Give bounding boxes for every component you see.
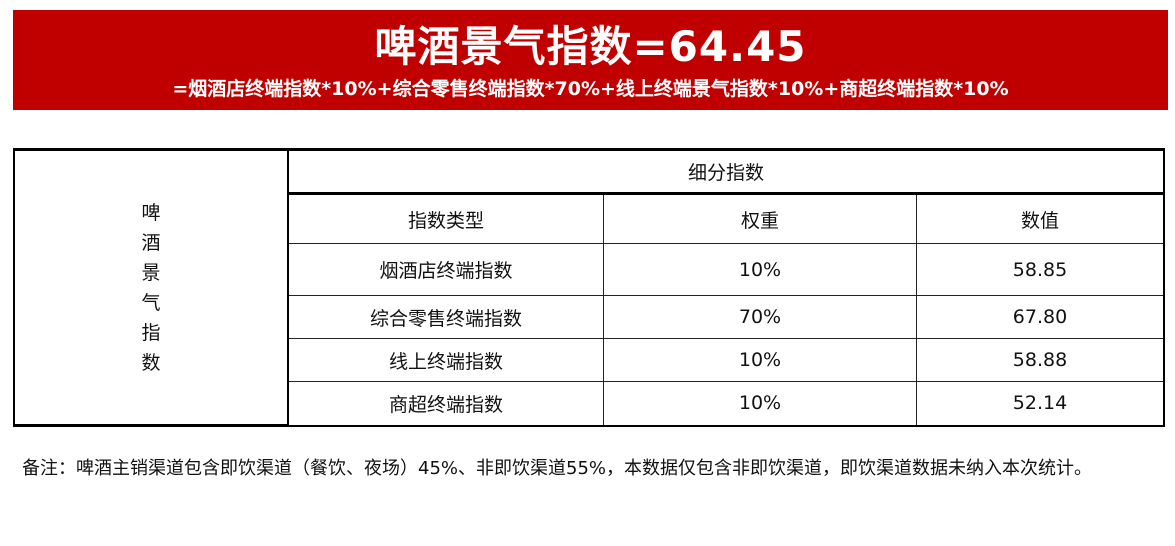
column-header: 指数类型	[287, 193, 604, 244]
footnote: 备注：啤酒主销渠道包含即饮渠道（餐饮、夜场）45%、非即饮渠道55%，本数据仅包…	[22, 458, 1093, 479]
row-header-cell: 啤酒景气指数	[13, 149, 289, 427]
index-type: 烟酒店终端指数	[287, 243, 604, 296]
group-header: 细分指数	[287, 149, 1165, 195]
table-row: 商超终端指数 10% 52.14	[14, 381, 1165, 426]
index-value: 52.14	[916, 381, 1165, 426]
index-formula: =烟酒店终端指数*10%+综合零售终端指数*70%+线上终端景气指数*10%+商…	[172, 78, 1009, 100]
index-value: 58.85	[916, 243, 1165, 296]
table-row: 综合零售终端指数 70% 67.80	[14, 295, 1165, 339]
index-value: 58.88	[916, 338, 1165, 382]
index-type: 商超终端指数	[287, 381, 604, 426]
index-title: 啤酒景气指数=64.45	[374, 22, 807, 71]
column-header: 权重	[603, 193, 917, 244]
index-type: 综合零售终端指数	[287, 295, 604, 339]
title-banner: 啤酒景气指数=64.45 =烟酒店终端指数*10%+综合零售终端指数*70%+线…	[13, 10, 1168, 110]
index-value: 67.80	[916, 295, 1165, 339]
index-type: 线上终端指数	[287, 338, 604, 382]
index-weight: 10%	[603, 243, 917, 296]
column-header: 数值	[916, 193, 1165, 244]
table-row: 烟酒店终端指数 10% 58.85	[14, 243, 1165, 296]
table-row: 线上终端指数 10% 58.88	[14, 338, 1165, 382]
index-weight: 10%	[603, 381, 917, 426]
index-table: 啤酒景气指数 细分指数 指数类型 权重 数值 烟酒店终端指数 10% 58.85…	[13, 148, 1165, 427]
index-weight: 10%	[603, 338, 917, 382]
index-weight: 70%	[603, 295, 917, 339]
row-header: 啤酒景气指数	[141, 201, 161, 374]
